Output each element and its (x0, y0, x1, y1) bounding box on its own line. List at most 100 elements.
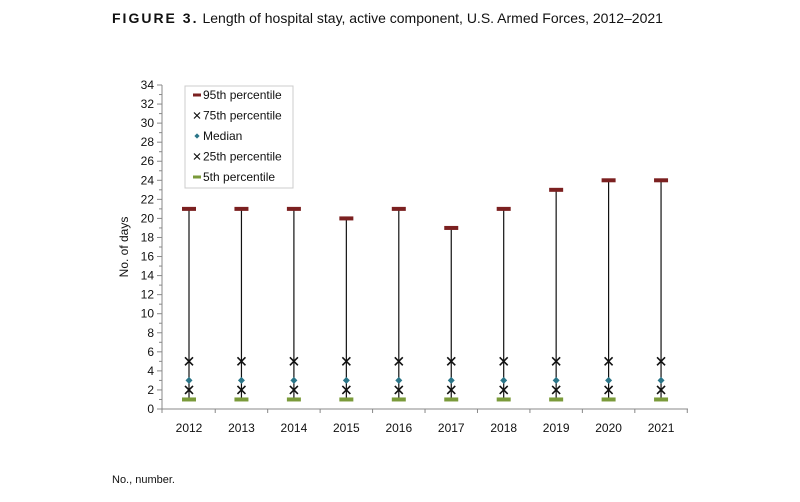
legend-marker (194, 133, 200, 139)
data-point (657, 376, 665, 384)
data-point (444, 397, 459, 402)
data-point (604, 385, 614, 395)
data-point (446, 356, 456, 366)
y-tick-label: 14 (141, 269, 155, 283)
data-point (184, 385, 194, 395)
data-point (549, 187, 564, 192)
data-point (601, 178, 616, 183)
x-tick-label: 2019 (543, 421, 570, 435)
legend-marker (193, 93, 201, 97)
data-point (552, 376, 560, 384)
data-point (446, 385, 456, 395)
x-tick-label: 2015 (333, 421, 360, 435)
data-point (444, 225, 459, 230)
figure-title: FIGURE 3. Length of hospital stay, active… (112, 10, 663, 26)
figure-label: FIGURE 3. (112, 10, 199, 26)
legend-marker (193, 112, 201, 119)
data-point (234, 397, 249, 402)
data-point (549, 397, 564, 402)
data-point (182, 206, 196, 211)
data-point (234, 206, 249, 211)
data-point (341, 356, 351, 366)
data-point (391, 397, 406, 402)
series-5th-percentile (182, 397, 669, 402)
series-25th-percentile (184, 385, 666, 395)
legend-label: 75th percentile (203, 109, 282, 123)
y-tick-label: 6 (147, 345, 154, 359)
series-median (185, 376, 665, 384)
data-point (184, 356, 194, 366)
y-tick-label: 30 (141, 116, 155, 130)
y-tick-label: 26 (141, 154, 155, 168)
y-axis-label: No. of days (117, 217, 131, 278)
series-95th-percentile (182, 178, 669, 230)
data-point (654, 178, 669, 183)
x-tick-label: 2018 (490, 421, 517, 435)
legend-label: 5th percentile (203, 170, 275, 184)
data-point (654, 397, 669, 402)
x-tick-label: 2012 (176, 421, 203, 435)
legend-label: 95th percentile (203, 88, 282, 102)
y-tick-label: 22 (141, 192, 155, 206)
data-point (395, 376, 403, 384)
data-point (447, 376, 455, 384)
footnote: No., number. (112, 474, 175, 486)
y-tick-label: 18 (141, 230, 155, 244)
y-tick-label: 16 (141, 250, 155, 264)
data-point (339, 397, 354, 402)
y-tick-label: 2 (147, 383, 154, 397)
data-point (551, 385, 561, 395)
y-tick-label: 12 (141, 288, 155, 302)
data-point (496, 397, 511, 402)
data-point (656, 385, 666, 395)
data-point (391, 206, 406, 211)
y-tick-label: 28 (141, 135, 155, 149)
data-point (394, 356, 404, 366)
data-point (339, 216, 354, 221)
y-tick-label: 24 (141, 173, 155, 187)
data-point (394, 385, 404, 395)
x-tick-label: 2014 (281, 421, 308, 435)
data-point (289, 385, 299, 395)
x-tick-label: 2016 (385, 421, 412, 435)
data-point (236, 356, 247, 366)
x-tick-label: 2020 (595, 421, 622, 435)
data-point (290, 376, 298, 384)
y-tick-label: 20 (141, 211, 155, 225)
data-point (551, 356, 561, 366)
legend-label: Median (203, 129, 242, 143)
data-point (499, 385, 509, 395)
data-point (237, 376, 245, 384)
data-point (182, 397, 196, 402)
data-point (185, 376, 193, 384)
data-point (499, 356, 509, 366)
y-tick-label: 0 (147, 402, 154, 416)
y-tick-label: 34 (141, 78, 155, 92)
data-point (289, 356, 299, 366)
data-point (605, 376, 613, 384)
series-75th-percentile (184, 356, 666, 366)
data-point (500, 376, 508, 384)
legend-label: 25th percentile (203, 150, 282, 164)
data-point (236, 385, 247, 395)
data-point (341, 385, 351, 395)
data-point (286, 206, 301, 211)
data-point (496, 206, 511, 211)
y-tick-label: 8 (147, 326, 154, 340)
data-point (656, 356, 666, 366)
data-point (604, 356, 614, 366)
x-tick-label: 2021 (648, 421, 675, 435)
legend-box (184, 85, 294, 189)
legend-marker (193, 175, 201, 179)
y-tick-label: 4 (147, 364, 154, 378)
y-tick-label: 10 (141, 307, 155, 321)
data-point (601, 397, 616, 402)
y-tick-label: 32 (141, 97, 155, 111)
data-point (286, 397, 301, 402)
data-point (342, 376, 350, 384)
legend-marker (193, 153, 201, 160)
x-tick-label: 2013 (228, 421, 255, 435)
legend: 95th percentile 75th percentile Median 25th… (184, 85, 294, 189)
x-tick-label: 2017 (438, 421, 465, 435)
